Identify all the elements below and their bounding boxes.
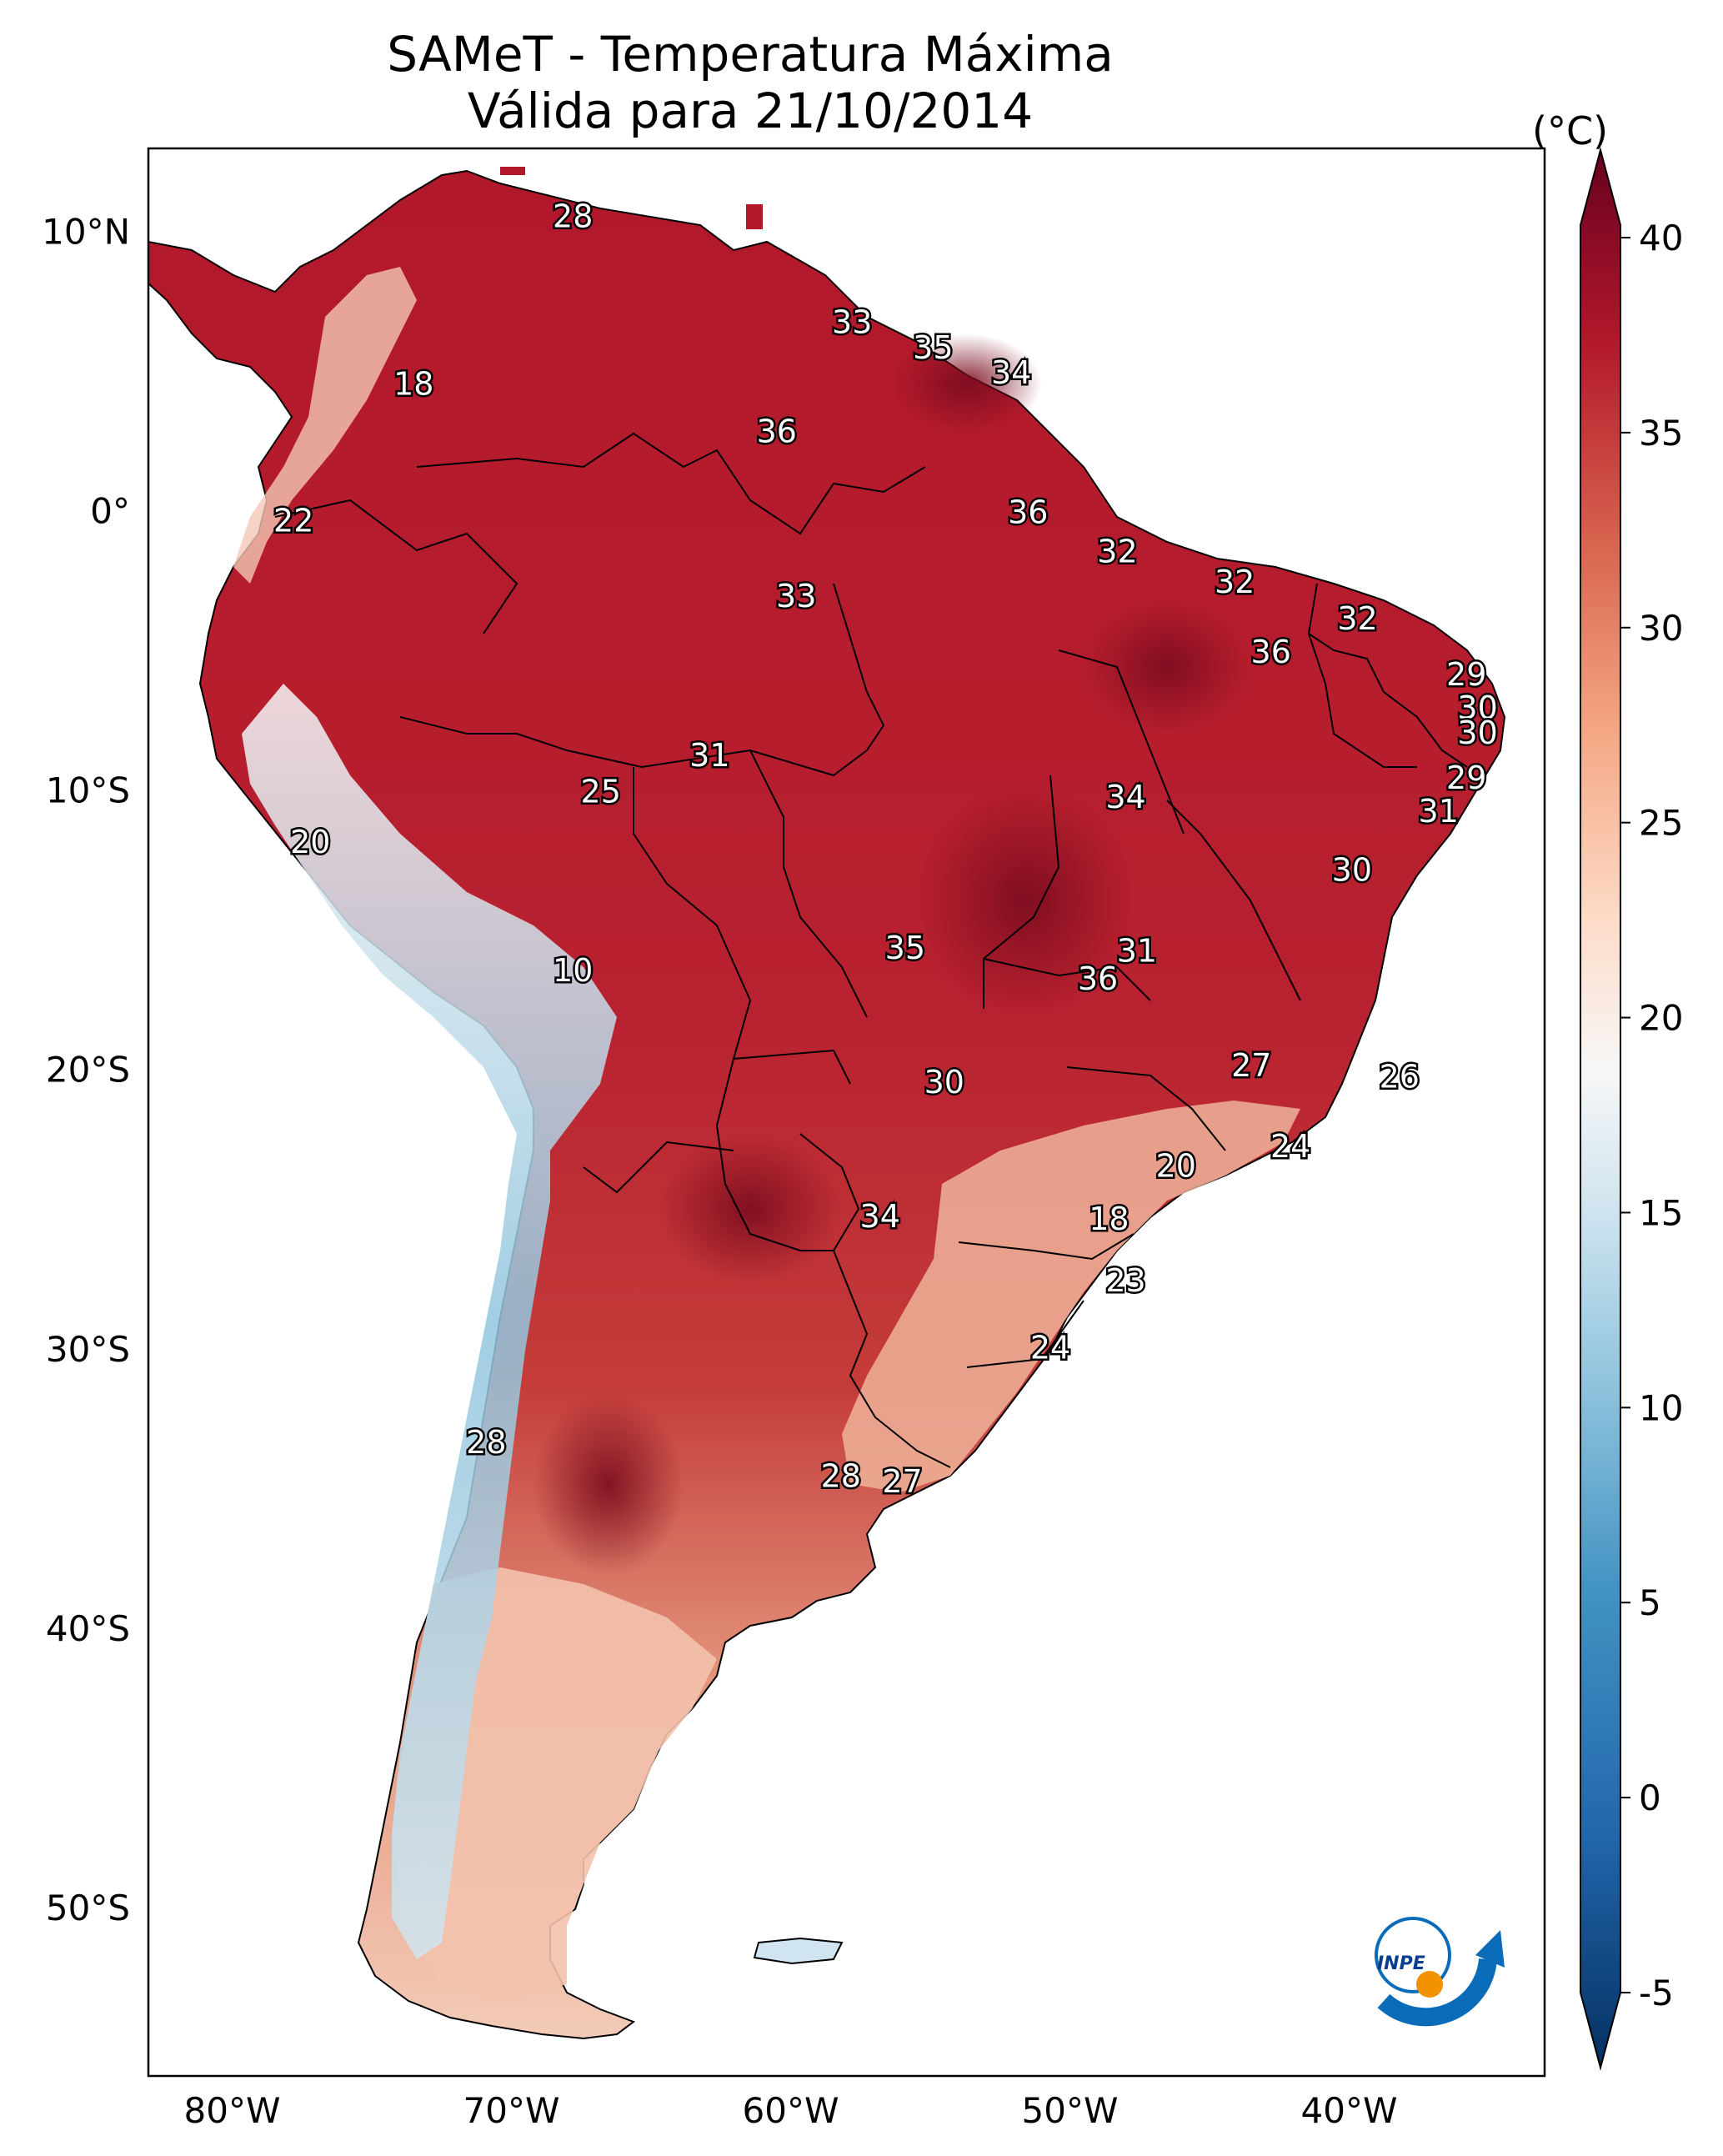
latitude-tick-label: 10°N [42,212,130,253]
colorbar-tick-label: 35 [1639,413,1683,454]
colorbar: 40 35 30 25 20 15 10 5 0 -5 [1580,147,1683,2071]
chart-title-line2: Válida para 21/10/2014 [467,83,1034,139]
colorbar-tick-label: 30 [1639,608,1683,649]
hot-region-chaco [659,1134,842,1284]
colorbar-unit-label: (°C) [1532,108,1609,153]
country-borders [274,432,1468,1468]
map-frame [147,147,1546,2078]
latitude-tick-label: 20°S [46,1050,130,1091]
colorbar-tick-label: -5 [1639,1973,1674,2013]
latitude-tick-label: 30°S [46,1329,130,1370]
temperature-value-label: 20 [1156,1148,1196,1185]
temperature-value-label: 28 [821,1457,861,1494]
colorbar-tick-label: 0 [1639,1777,1661,1818]
temperature-value-label: 36 [1008,494,1048,530]
temperature-value-label: 18 [1089,1201,1129,1237]
colorbar-body [1580,147,1621,2071]
colorbar-tick-label: 20 [1639,998,1683,1039]
northern-andes-cool [233,267,417,584]
latitude-tick-label: 40°S [46,1608,130,1649]
latitude-tick-label: 0° [90,491,130,532]
longitude-tick-label: 60°W [743,2090,839,2131]
logo-arc [1377,1958,1497,2027]
temperature-value-label: 31 [1419,793,1459,830]
temperature-value-label: 34 [1105,779,1145,815]
temperature-value-label: 20 [290,824,330,860]
temperature-value-label: 31 [1117,933,1157,970]
temperature-value-label: 35 [913,329,953,366]
temperature-value-label: 30 [1332,851,1372,888]
temperature-value-label: 27 [882,1463,922,1500]
temperature-value-label: 34 [991,354,1031,391]
temperature-value-label: 24 [1030,1329,1070,1366]
longitude-tick-label: 70°W [463,2090,560,2131]
colorbar-tick-label: 15 [1639,1192,1683,1233]
temperature-value-label: 24 [1270,1128,1310,1165]
temperature-value-label: 29 [1446,760,1486,796]
hot-region-argentina [533,1392,684,1576]
temperature-value-label: 33 [776,578,816,614]
temperature-value-label: 28 [553,198,593,234]
longitude-tick-label: 50°W [1022,2090,1119,2131]
temperature-value-label: 27 [1231,1047,1271,1084]
latitude-tick-label: 50°S [46,1888,130,1928]
temperature-value-label: 30 [924,1064,964,1101]
colorbar-tick-label: 5 [1639,1582,1661,1623]
temperature-value-label: 23 [1105,1262,1145,1299]
temperature-value-label: 30 [1457,689,1497,726]
temperature-value-label: 34 [860,1198,900,1235]
temperature-value-label: 28 [466,1424,506,1461]
chart-title-line1: SAMeT - Temperatura Máxima [387,26,1114,83]
hot-region-central-brazil [917,784,1134,1017]
temperature-value-label: 26 [1380,1058,1420,1095]
andes-cold-band [242,684,617,1959]
temperature-value-label: 32 [1215,564,1255,600]
colorbar-ticks: 40 35 30 25 20 15 10 5 0 -5 [1620,218,1683,2013]
temperature-value-label: 36 [1078,960,1118,997]
logo-arrow-icon [1475,1930,1505,1968]
colorbar-tick-label: 40 [1639,218,1683,258]
longitude-tick-label: 80°W [184,2090,281,2131]
colorbar-tick-label: 25 [1639,803,1683,844]
south-america-landmass [148,169,1506,2040]
falkland-islands [753,1937,844,1965]
temperature-value-label: 25 [581,774,621,810]
temperature-value-label: 29 [1446,656,1486,693]
trinidad-island [746,204,763,229]
temperature-value-label: 33 [832,304,872,341]
latitude-tick-label: 10°S [46,770,130,811]
temperature-value-label: 32 [1097,533,1137,569]
hot-region-guianas [892,333,1042,434]
inpe-logo: INPE [1375,1917,1505,2027]
latitude-labels: 10°N 0° 10°S 20°S 30°S 40°S 50°S [42,212,130,1928]
temperature-value-label: 10 [553,952,593,989]
temperature-value-label: 31 [689,737,729,774]
temperature-value-label: 30 [1457,714,1497,751]
temperature-value-label: 18 [393,365,433,402]
temperature-value-label: 36 [757,413,797,449]
temperature-value-label: 35 [885,930,925,966]
hot-region-northeast [1084,600,1250,734]
caribbean-island [500,167,525,175]
temperature-value-label: 22 [273,502,313,539]
longitude-labels: 80°W 70°W 60°W 50°W 40°W [184,2090,1398,2131]
longitude-tick-label: 40°W [1301,2090,1398,2131]
colorbar-tick-label: 10 [1639,1387,1683,1428]
logo-orbit-icon [1375,1917,1451,1993]
temperature-value-label: 32 [1337,600,1377,637]
logo-sun-icon [1416,1971,1443,1998]
logo-text: INPE [1377,1953,1425,1974]
temperature-value-label: 36 [1251,634,1291,670]
southeast-cool-region [842,1101,1300,1492]
